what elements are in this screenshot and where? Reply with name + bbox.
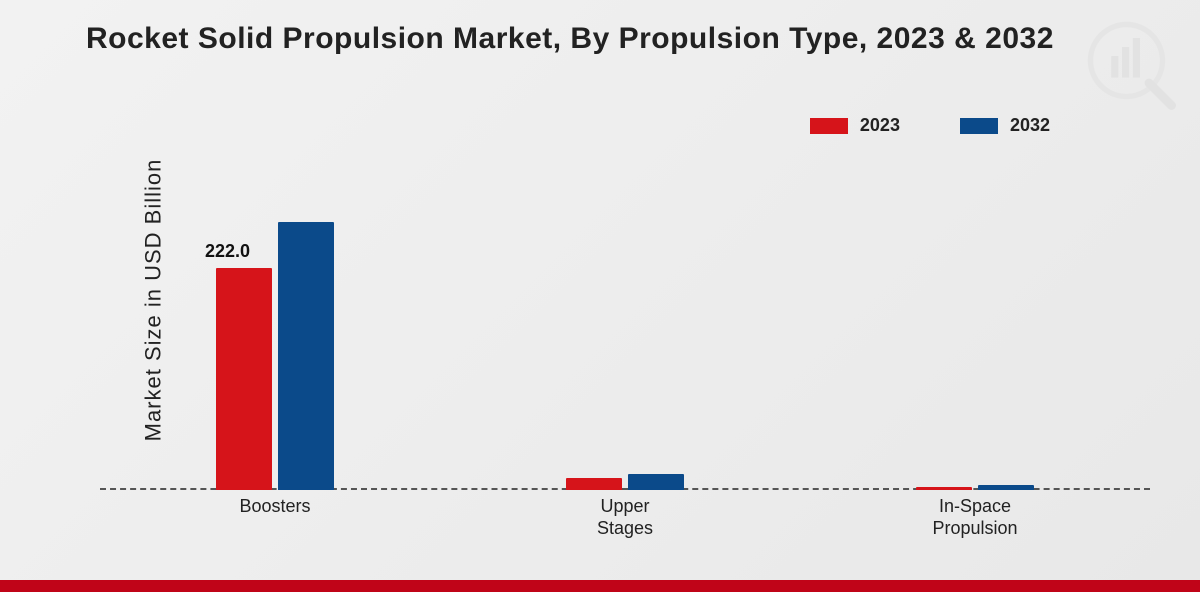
bars-container: 222.0: [100, 190, 1150, 490]
legend-item-2023: 2023: [810, 115, 900, 136]
legend-item-2032: 2032: [960, 115, 1050, 136]
footer-accent-bar: [0, 580, 1200, 600]
bar-group: [555, 474, 695, 490]
footer-red-stripe: [0, 580, 1200, 592]
legend: 2023 2032: [810, 115, 1050, 136]
chart-title: Rocket Solid Propulsion Market, By Propu…: [86, 22, 1054, 56]
x-tick-label: In-SpacePropulsion: [905, 490, 1045, 539]
bar-2032: [628, 474, 684, 490]
legend-swatch-2023: [810, 118, 848, 134]
x-axis-labels: Boosters UpperStages In-SpacePropulsion: [100, 490, 1150, 540]
x-tick-label: Boosters: [205, 490, 345, 518]
bar-group: 222.0: [205, 222, 345, 490]
bar-2032: [278, 222, 334, 490]
legend-label-2032: 2032: [1010, 115, 1050, 136]
watermark-logo: [1086, 20, 1176, 110]
footer-white-stripe: [0, 592, 1200, 600]
bar-value-label: 222.0: [205, 241, 250, 262]
legend-label-2023: 2023: [860, 115, 900, 136]
legend-swatch-2032: [960, 118, 998, 134]
bar-2023: [566, 478, 622, 490]
x-tick-label: UpperStages: [555, 490, 695, 539]
chart-area: 222.0 Boosters UpperStages In-SpacePropuls…: [100, 170, 1150, 540]
bar-2023: [216, 268, 272, 490]
